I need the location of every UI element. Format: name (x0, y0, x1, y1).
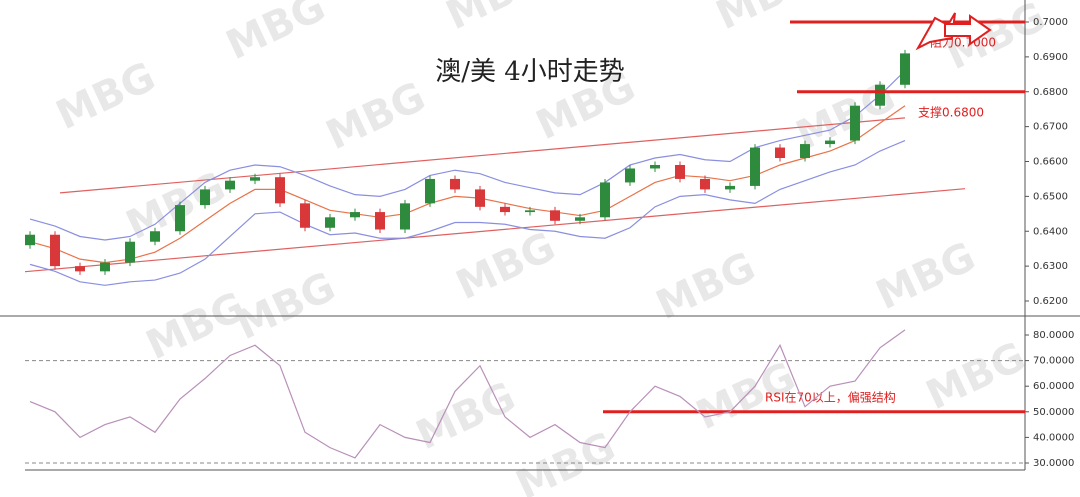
chart-title: 澳/美 4小时走势 (435, 57, 625, 87)
candle-body (75, 266, 85, 272)
candle-body (375, 212, 385, 230)
candle-body (400, 203, 410, 230)
candle-body (900, 53, 910, 85)
channel-line (24, 188, 966, 273)
candle-body (25, 234, 35, 246)
candle-body (675, 164, 685, 179)
candle-body (300, 203, 310, 228)
candle-body (100, 262, 110, 272)
channel-line (59, 117, 906, 194)
candle-body (700, 178, 710, 190)
y-tick-label: 0.6900 (1033, 52, 1068, 63)
candle-body (475, 189, 485, 207)
y-tick-label: 0.6700 (1033, 122, 1068, 133)
y-tick-label: 0.6200 (1033, 296, 1068, 307)
candle-body (600, 182, 610, 218)
y-tick-label: 0.6400 (1033, 226, 1068, 237)
candle-body (350, 212, 360, 218)
y-tick-label: 0.6500 (1033, 191, 1068, 202)
candle-body (800, 144, 810, 159)
candle-body (275, 177, 285, 204)
candle-body (225, 180, 235, 190)
y-tick-label: 0.7000 (1033, 17, 1068, 28)
y-tick-label: 80.0000 (1033, 330, 1074, 341)
y-tick-label: 0.6600 (1033, 157, 1068, 168)
candle-body (650, 164, 660, 169)
candle-body (450, 178, 460, 190)
candle-body (125, 241, 135, 263)
candle-body (525, 210, 535, 213)
candle-body (425, 178, 435, 204)
candle-body (325, 217, 335, 228)
candle-body (775, 147, 785, 159)
arrows (915, 12, 992, 51)
candle-body (875, 84, 885, 106)
y-tick-label: 60.0000 (1033, 381, 1074, 392)
candle-body (725, 185, 735, 190)
candle-body (200, 189, 210, 206)
y-tick-label: 50.0000 (1033, 407, 1074, 418)
candle-body (575, 217, 585, 221)
candle-body (50, 234, 60, 267)
candle-body (250, 177, 260, 181)
arrow-right (944, 14, 992, 46)
level-label: RSI在70以上，偏强结构 (765, 389, 896, 404)
band-line (29, 140, 906, 286)
candle-body (750, 147, 760, 186)
candle-body (175, 205, 185, 232)
candle-body (500, 206, 510, 213)
y-tick-label: 0.6300 (1033, 261, 1068, 272)
y-tick-label: 40.0000 (1033, 432, 1074, 443)
candle-body (850, 105, 860, 141)
arrow-up (915, 12, 956, 51)
y-tick-label: 0.6800 (1033, 87, 1068, 98)
candle-body (150, 231, 160, 242)
candle-body (625, 168, 635, 183)
y-tick-label: 30.0000 (1033, 458, 1074, 469)
y-tick-label: 70.0000 (1033, 356, 1074, 367)
candle-body (550, 210, 560, 221)
rsi-line (29, 329, 906, 459)
level-label: 支撑0.6800 (918, 105, 984, 120)
candle-body (825, 140, 835, 145)
